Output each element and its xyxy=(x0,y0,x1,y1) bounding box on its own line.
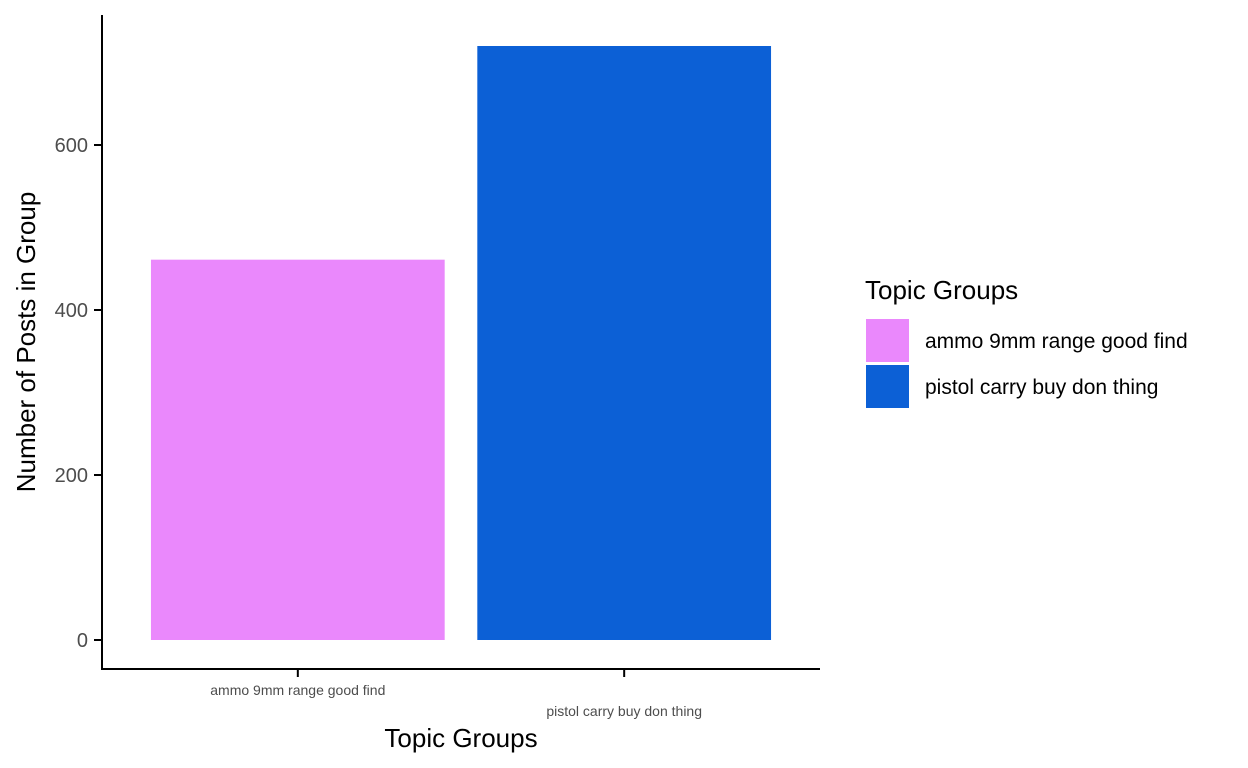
y-tick-label-200: 200 xyxy=(55,465,88,487)
bar-2 xyxy=(477,46,772,640)
bar-1 xyxy=(150,259,445,640)
x-ticks-group: ammo 9mm range good find pistol carry buy… xyxy=(210,669,702,719)
legend-label-2: pistol carry buy don thing xyxy=(925,376,1158,399)
legend-title: Topic Groups xyxy=(865,275,1018,305)
y-ticks-group: 0 200 400 600 xyxy=(55,135,102,652)
legend-key-2 xyxy=(866,365,909,408)
legend: Topic Groups ammo 9mm range good find pis… xyxy=(865,275,1188,408)
x-axis-title: Topic Groups xyxy=(384,723,537,753)
bars-group xyxy=(150,46,772,640)
y-tick-label-0: 0 xyxy=(77,630,88,652)
x-tick-label-1: ammo 9mm range good find xyxy=(210,682,385,698)
y-axis-title: Number of Posts in Group xyxy=(11,192,41,493)
legend-key-1 xyxy=(866,319,909,362)
y-tick-label-600: 600 xyxy=(55,135,88,157)
legend-label-1: ammo 9mm range good find xyxy=(925,330,1188,353)
y-tick-label-400: 400 xyxy=(55,300,88,322)
x-tick-label-2: pistol carry buy don thing xyxy=(546,703,702,719)
